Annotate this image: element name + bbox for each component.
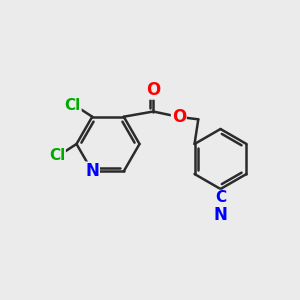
Text: Cl: Cl [64,98,81,113]
Text: O: O [146,81,160,99]
Text: N: N [214,206,227,224]
Text: N: N [85,162,99,180]
Text: C: C [215,190,226,206]
Text: Cl: Cl [49,148,65,163]
Text: O: O [172,108,186,126]
